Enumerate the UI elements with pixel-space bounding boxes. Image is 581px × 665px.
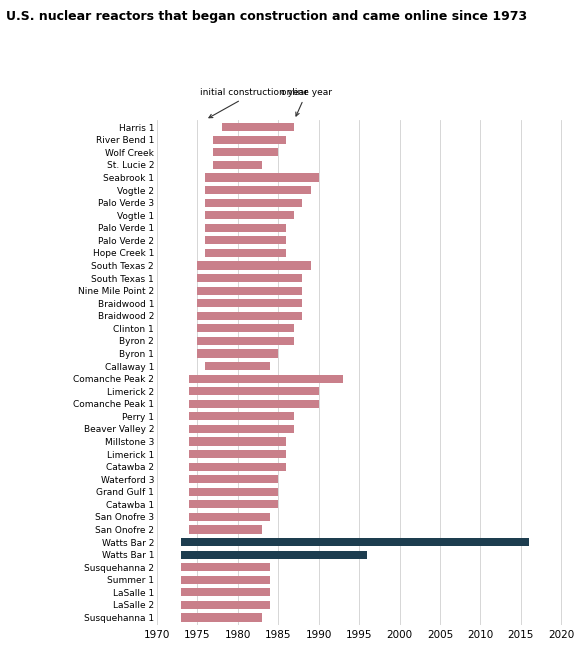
Bar xyxy=(181,589,270,597)
Bar xyxy=(189,513,270,521)
Bar xyxy=(189,487,278,496)
Bar xyxy=(206,174,318,182)
Bar xyxy=(181,551,367,559)
Bar xyxy=(198,312,303,320)
Bar xyxy=(189,450,286,458)
Bar xyxy=(181,563,270,571)
Bar xyxy=(189,412,295,420)
Bar xyxy=(198,299,303,307)
Bar xyxy=(189,463,286,471)
Bar xyxy=(198,337,295,345)
Bar xyxy=(181,614,262,622)
Bar xyxy=(189,400,318,408)
Bar xyxy=(198,325,295,332)
Bar xyxy=(181,601,270,609)
Bar xyxy=(189,387,318,396)
Bar xyxy=(189,500,278,509)
Bar xyxy=(181,576,270,584)
Bar xyxy=(221,123,295,131)
Bar xyxy=(198,349,278,358)
Text: online year: online year xyxy=(281,88,332,116)
Bar xyxy=(189,374,343,383)
Bar xyxy=(206,362,270,370)
Text: initial construction year: initial construction year xyxy=(200,88,308,118)
Bar xyxy=(189,425,295,433)
Bar xyxy=(198,261,311,269)
Text: U.S. nuclear reactors that began construction and came online since 1973: U.S. nuclear reactors that began constru… xyxy=(6,10,527,23)
Bar xyxy=(189,525,262,533)
Bar xyxy=(213,148,278,156)
Bar xyxy=(206,249,286,257)
Bar xyxy=(189,475,278,483)
Bar xyxy=(181,538,529,546)
Bar xyxy=(189,438,286,446)
Bar xyxy=(198,287,303,295)
Bar xyxy=(206,223,286,232)
Bar xyxy=(213,136,286,144)
Bar xyxy=(206,236,286,245)
Bar xyxy=(213,161,262,169)
Bar xyxy=(206,199,303,207)
Bar xyxy=(206,186,311,194)
Bar xyxy=(198,274,303,282)
Bar xyxy=(206,211,295,219)
